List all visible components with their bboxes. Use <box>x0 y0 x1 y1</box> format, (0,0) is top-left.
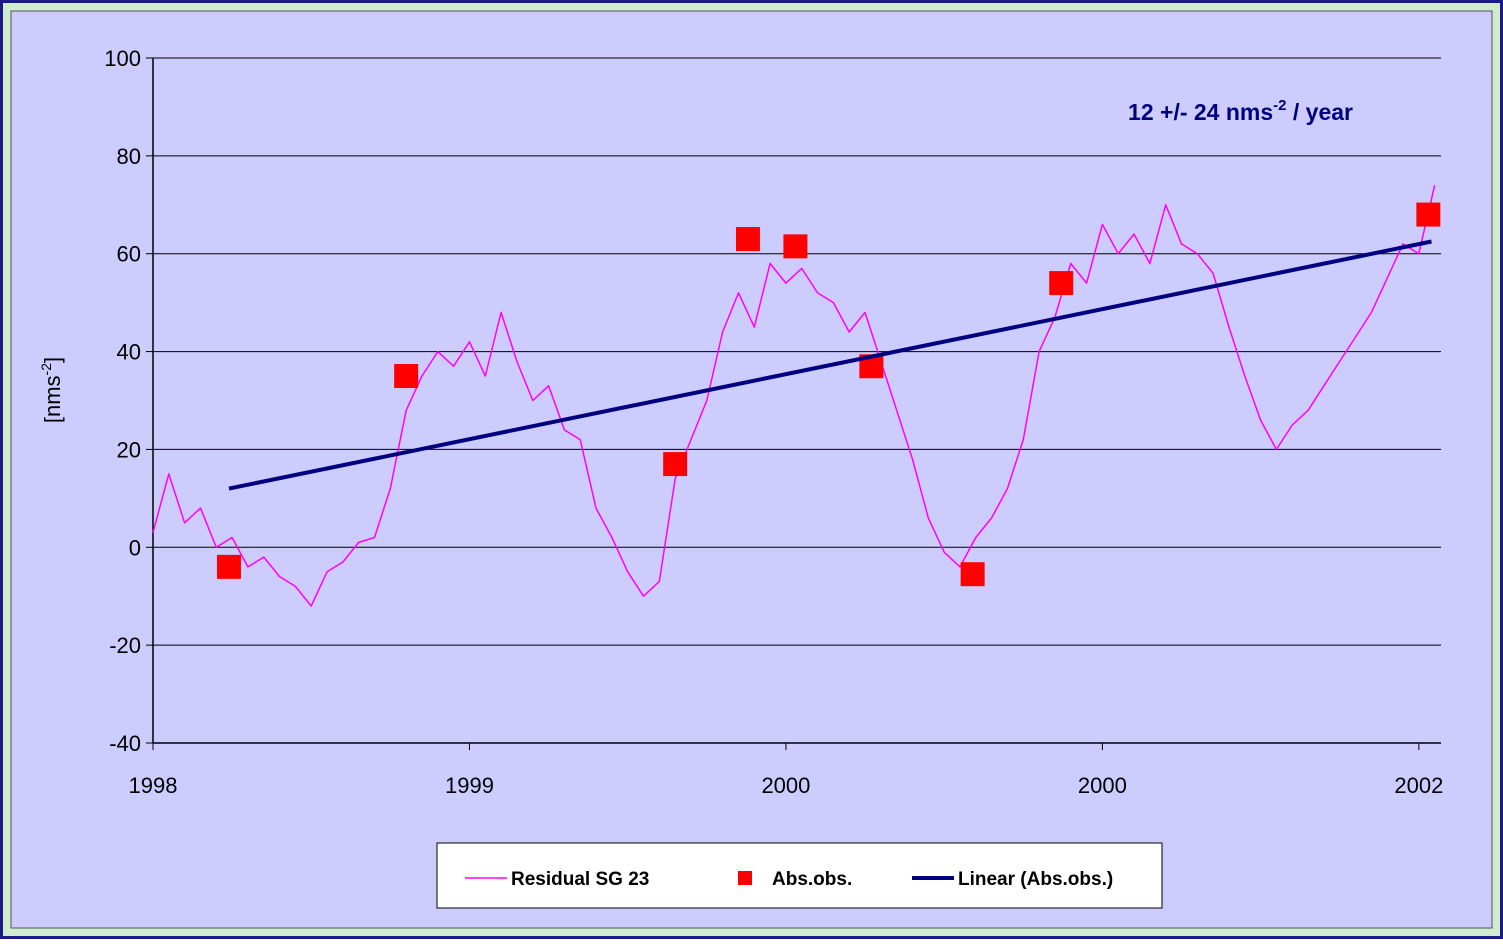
x-tick-label: 2000 <box>761 773 810 798</box>
y-tick-label: 80 <box>117 144 141 169</box>
chart-area <box>10 10 1493 929</box>
marker <box>1416 202 1441 227</box>
marker <box>783 234 808 259</box>
marker <box>960 562 985 587</box>
series-line <box>228 239 1432 491</box>
x-tick-label: 2000 <box>1078 773 1127 798</box>
y-tick-label: 40 <box>117 340 141 365</box>
marker <box>663 452 688 477</box>
legend-label: Abs.obs. <box>772 869 852 890</box>
marker <box>394 364 419 389</box>
y-tick-label: 20 <box>117 437 141 462</box>
y-tick-label: 100 <box>104 46 141 71</box>
y-tick-label: -40 <box>109 731 141 756</box>
y-tick-label: -20 <box>109 633 141 658</box>
marker <box>1049 271 1074 296</box>
legend-label: Linear (Abs.obs.) <box>958 869 1113 890</box>
x-tick-label: 1998 <box>129 773 178 798</box>
x-tick-label: 2002 <box>1394 773 1443 798</box>
marker <box>735 227 760 252</box>
annotation: 12 +/- 24 nms-2 / year <box>1128 97 1353 125</box>
legend-swatch <box>738 871 752 885</box>
y-axis-label: [nms-2] <box>38 357 65 423</box>
y-tick-label: 0 <box>129 535 141 560</box>
marker <box>216 554 241 579</box>
legend-label: Residual SG 23 <box>511 869 649 890</box>
series-line <box>152 185 1436 607</box>
x-tick-label: 1999 <box>445 773 494 798</box>
y-tick-label: 60 <box>117 242 141 267</box>
legend <box>436 842 1163 909</box>
